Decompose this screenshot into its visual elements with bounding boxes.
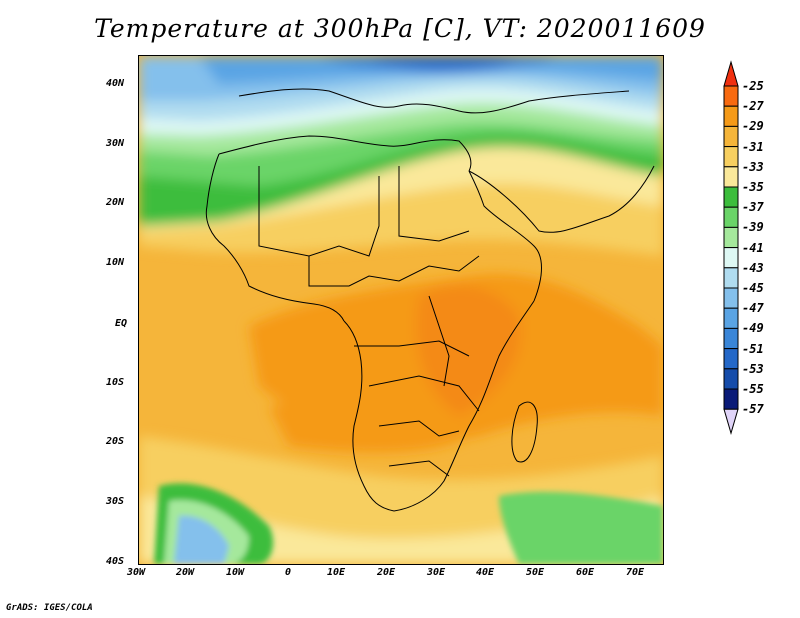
lat-label-20s: 20S xyxy=(106,436,125,447)
colorbar-segment xyxy=(723,368,739,390)
colorbar-label: -31 xyxy=(742,139,764,154)
lon-label-10w: 10W xyxy=(226,567,245,578)
colorbar-segment xyxy=(723,267,739,289)
colorbar-segment xyxy=(723,105,739,127)
lon-label-40e: 40E xyxy=(476,567,495,578)
colorbar-segment xyxy=(723,348,739,370)
lat-label-10s: 10S xyxy=(106,377,125,388)
colorbar-segment xyxy=(723,125,739,148)
colorbar-segment xyxy=(723,226,739,249)
colorbar-segment xyxy=(723,327,739,350)
colorbar-segment xyxy=(723,186,739,208)
colorbar-label: -53 xyxy=(742,361,764,376)
colorbar-segment xyxy=(723,247,739,269)
lat-label-eq: EQ xyxy=(115,318,128,329)
colorbar-segment xyxy=(723,85,739,107)
colorbar-label: -57 xyxy=(742,402,764,417)
colorbar-segment xyxy=(723,166,739,188)
colorbar-label: -25 xyxy=(742,79,764,93)
lat-label-20n: 20N xyxy=(106,197,125,208)
lat-label-40s: 40S xyxy=(106,556,125,567)
grads-credit: GrADS: IGES/COLA xyxy=(6,603,93,613)
colorbar-label: -29 xyxy=(742,119,764,134)
lat-label-30n: 30N xyxy=(106,138,125,149)
lon-label-10e: 10E xyxy=(327,567,346,578)
lon-label-20e: 20E xyxy=(377,567,396,578)
colorbar-label: -55 xyxy=(742,382,764,396)
colorbar-label: -27 xyxy=(742,99,764,114)
colorbar-label: -43 xyxy=(742,260,764,275)
colorbar-label: -37 xyxy=(742,200,764,215)
lat-label-40n: 40N xyxy=(106,78,125,89)
colorbar-label: -41 xyxy=(742,240,764,255)
colorbar-top-arrow xyxy=(723,60,739,87)
lon-label-60e: 60E xyxy=(576,567,595,578)
colorbar-segment xyxy=(723,388,739,410)
colorbar xyxy=(723,60,739,435)
colorbar-label: -35 xyxy=(742,180,764,194)
lon-label-50e: 50E xyxy=(526,567,545,578)
colorbar-segment xyxy=(723,206,739,228)
colorbar-bottom-arrow xyxy=(723,408,739,435)
colorbar-label: -47 xyxy=(742,301,764,316)
temperature-map xyxy=(138,55,664,565)
lon-label-70e: 70E xyxy=(626,567,645,578)
colorbar-label: -51 xyxy=(742,341,764,356)
lat-label-30s: 30S xyxy=(106,496,125,507)
colorbar-segment xyxy=(723,287,739,309)
lon-label-30w: 30W xyxy=(127,567,146,578)
colorbar-label: -49 xyxy=(742,321,764,336)
lon-label-30e: 30E xyxy=(427,567,446,578)
lat-label-10n: 10N xyxy=(106,257,125,268)
colorbar-label: -39 xyxy=(742,220,764,235)
colorbar-label: -45 xyxy=(742,281,764,295)
map-title: Temperature at 300hPa [C], VT: 202001160… xyxy=(94,14,706,43)
colorbar-segment xyxy=(723,146,739,168)
lon-label-0: 0 xyxy=(285,567,292,578)
colorbar-segment xyxy=(723,307,739,329)
lon-label-20w: 20W xyxy=(176,567,195,578)
temperature-field xyxy=(139,56,663,564)
colorbar-label: -33 xyxy=(742,159,764,174)
